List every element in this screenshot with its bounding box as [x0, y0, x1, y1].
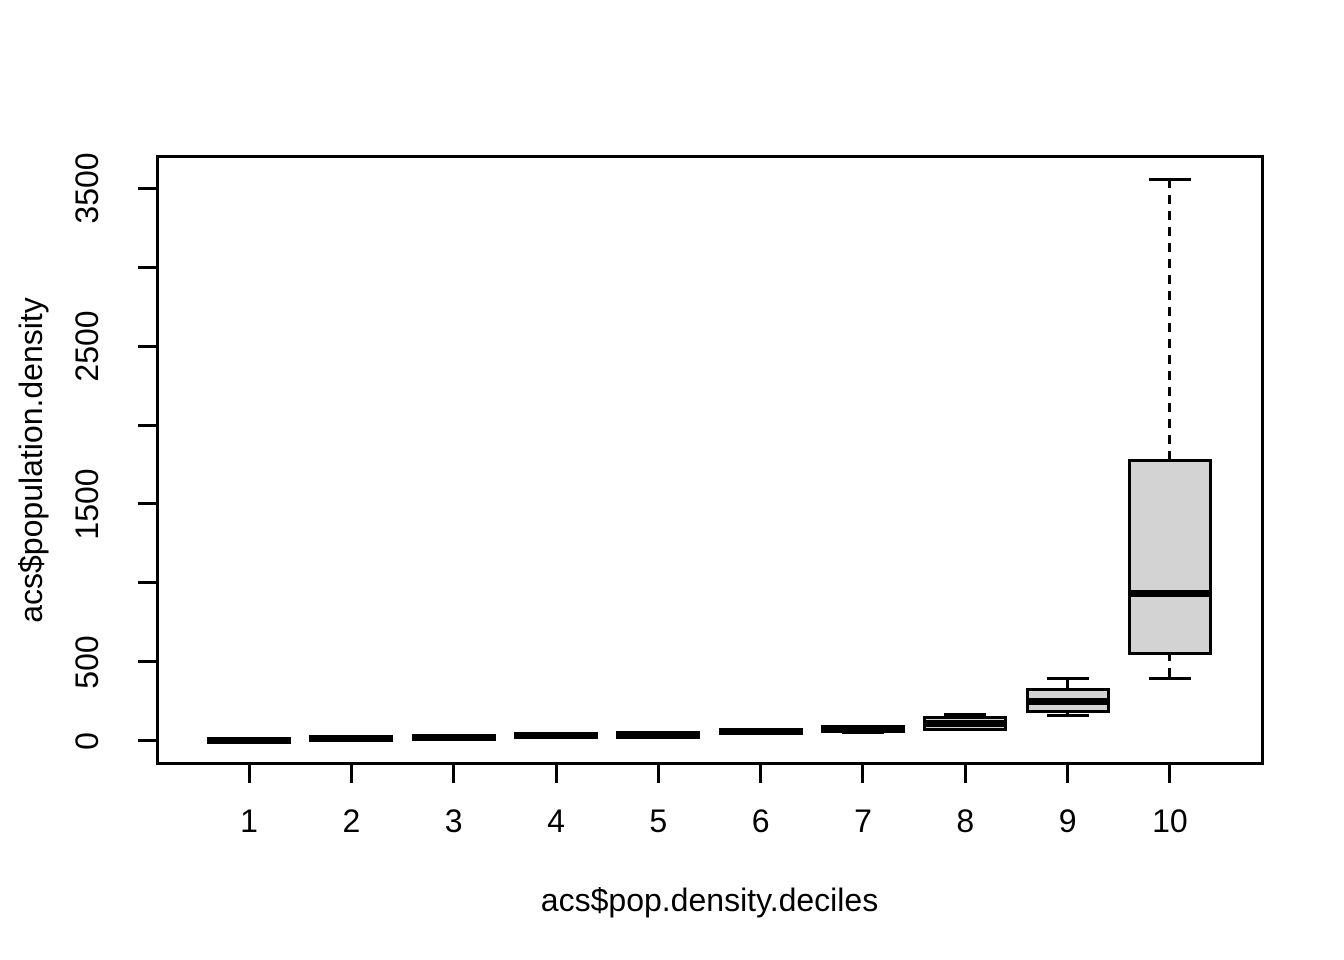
y-tick-label: 3500: [69, 152, 105, 224]
x-axis-tick: [1168, 763, 1172, 783]
x-tick-label: 9: [1058, 803, 1077, 839]
x-tick-label: 10: [1152, 803, 1188, 839]
x-axis-tick: [1066, 763, 1070, 783]
median-line: [616, 731, 701, 739]
upper-whisker-cap: [1148, 177, 1191, 181]
x-tick-label: 2: [342, 803, 361, 839]
y-axis-tick: [138, 186, 157, 190]
median-line: [923, 719, 1008, 727]
y-axis-tick: [138, 344, 157, 348]
median-line: [514, 732, 599, 740]
x-axis-tick: [861, 763, 865, 783]
y-axis-tick: [138, 581, 157, 585]
upper-whisker-cap: [944, 713, 987, 716]
y-axis-tick: [138, 502, 157, 506]
y-axis-title: acs$population.density: [13, 296, 49, 623]
iqr-box: [1127, 459, 1212, 655]
lower-whisker: [1066, 709, 1070, 716]
y-axis-tick: [138, 739, 157, 743]
x-axis-tick: [452, 763, 456, 783]
lower-whisker-cap: [1148, 676, 1191, 680]
y-tick-label: 0: [69, 731, 105, 750]
lower-whisker-cap: [1046, 714, 1089, 718]
median-line: [411, 734, 496, 742]
x-axis-tick: [759, 763, 763, 783]
y-axis-tick: [138, 660, 157, 664]
y-axis-tick: [138, 423, 157, 427]
x-tick-label: 4: [547, 803, 565, 839]
x-tick-label: 5: [649, 803, 668, 839]
upper-whisker: [1168, 179, 1172, 463]
x-axis-tick: [963, 763, 967, 783]
lower-whisker: [1168, 651, 1172, 679]
median-line: [1127, 589, 1212, 597]
x-axis-tick: [247, 763, 251, 783]
median-line: [1025, 697, 1110, 705]
x-tick-label: 6: [751, 803, 770, 839]
y-axis-tick: [138, 265, 157, 269]
median-line: [309, 734, 394, 742]
x-axis-tick: [656, 763, 660, 783]
x-tick-label: 8: [956, 803, 975, 839]
y-tick-label: 1500: [69, 468, 105, 540]
y-tick-label: 2500: [69, 310, 105, 382]
median-line: [207, 736, 292, 744]
x-tick-label: 3: [444, 803, 463, 839]
x-axis-tick: [349, 763, 353, 783]
upper-whisker: [1066, 678, 1070, 692]
x-tick-label: 7: [854, 803, 872, 839]
plot-area-border: [155, 154, 1264, 765]
upper-whisker-cap: [1046, 677, 1089, 681]
x-tick-label: 1: [240, 803, 258, 839]
x-axis-title: acs$pop.density.deciles: [540, 882, 879, 918]
y-tick-label: 500: [69, 635, 105, 689]
median-line: [820, 725, 905, 733]
x-axis-tick: [554, 763, 558, 783]
median-line: [718, 728, 803, 736]
